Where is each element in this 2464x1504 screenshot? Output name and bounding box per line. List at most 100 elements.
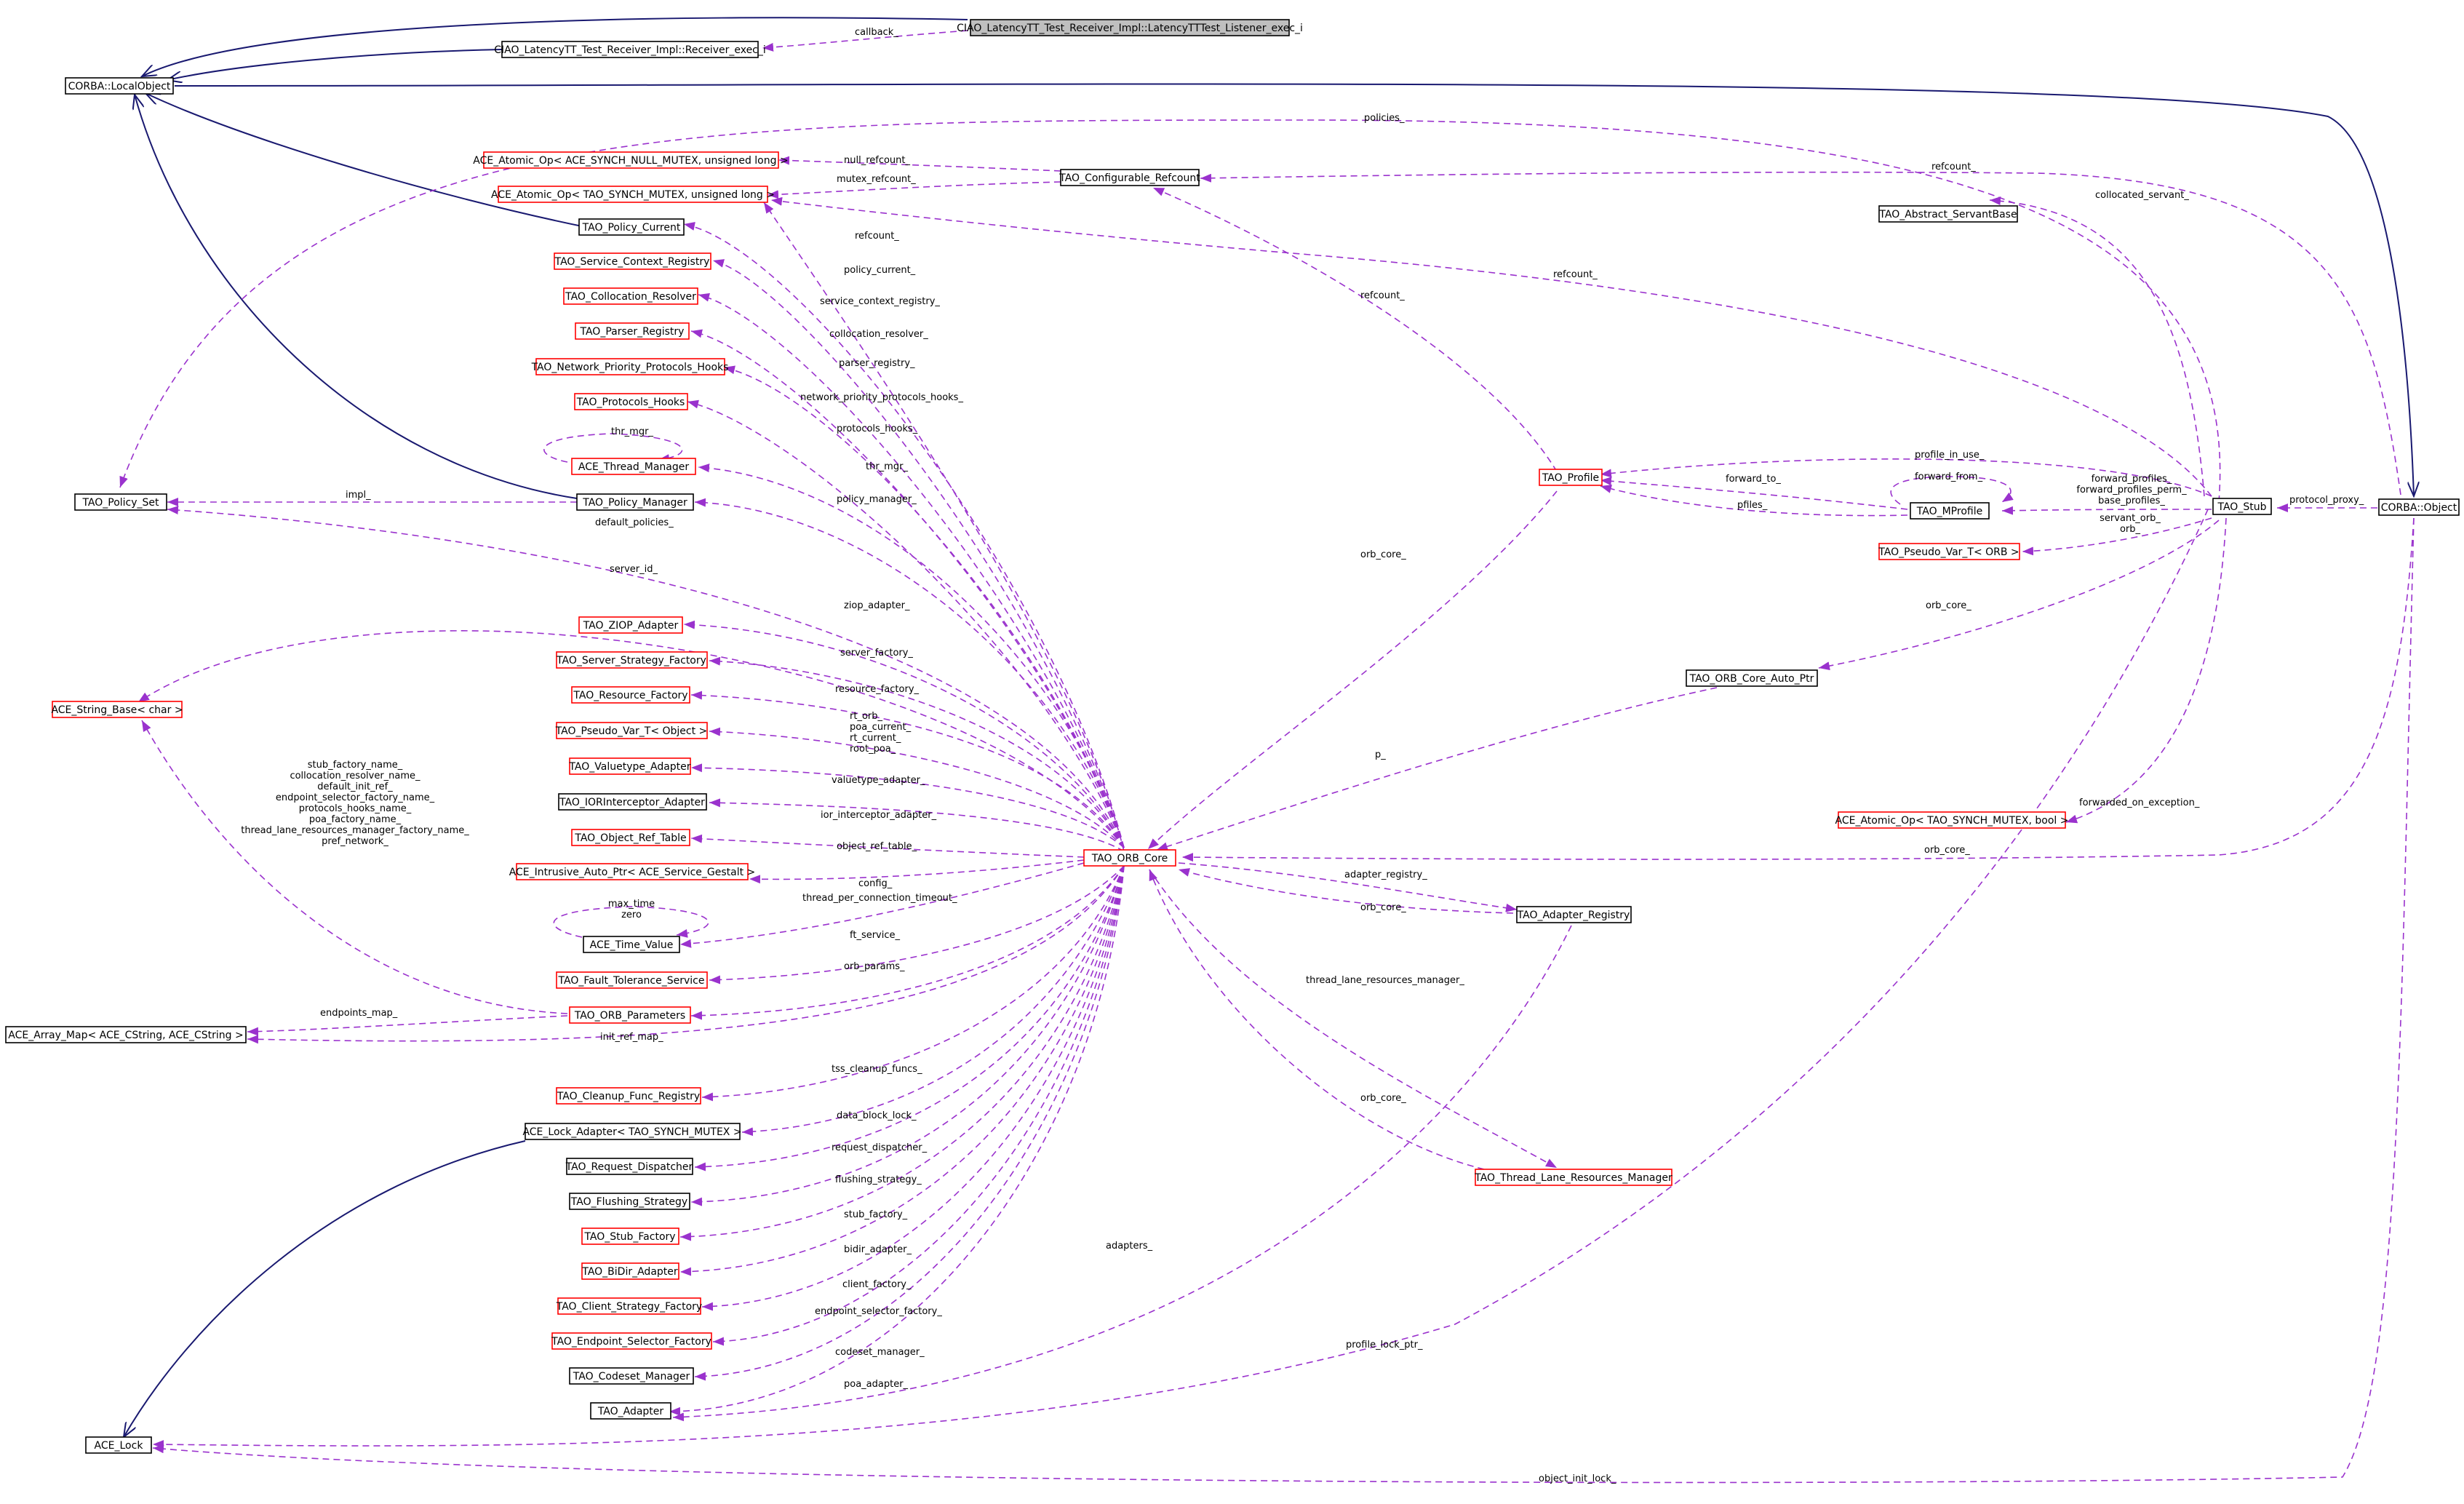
edge-stub-factory (679, 865, 1125, 1241)
label-profile-lock-ptr: profile_lock_ptr_ (1346, 1340, 1423, 1350)
label-data-block-lock: data_block_lock_ (837, 1110, 917, 1121)
svg-text:TAO_Client_Strategy_Factory: TAO_Client_Strategy_Factory (556, 1301, 702, 1313)
edge-receiver-to-localobject (167, 49, 503, 80)
node-atomic-null[interactable]: ACE_Atomic_Op< ACE_SYNCH_NULL_MUTEX, uns… (473, 151, 789, 169)
edge-collocated-servant (1989, 196, 2205, 497)
node-fault-tolerance[interactable]: TAO_Fault_Tolerance_Service (556, 971, 708, 989)
label-object-ref-table: object_ref_table_ (837, 841, 917, 852)
svg-text:ACE_Intrusive_Auto_Ptr< ACE_Se: ACE_Intrusive_Auto_Ptr< ACE_Service_Gest… (509, 867, 756, 878)
edge-ior-interceptor (709, 798, 1125, 852)
label-bidir-adapter: bidir_adapter_ (844, 1244, 912, 1255)
node-bidir-adapter[interactable]: TAO_BiDir_Adapter (581, 1262, 679, 1280)
node-array-map[interactable]: ACE_Array_Map< ACE_CString, ACE_CString … (5, 1026, 247, 1043)
edge-request-dispatcher (694, 865, 1125, 1171)
node-codeset-manager[interactable]: TAO_Codeset_Manager (569, 1367, 694, 1385)
node-configurable-refcount[interactable]: TAO_Configurable_Refcount (1058, 169, 1200, 186)
label-server-id: server_id_ (610, 564, 658, 575)
svg-text:CORBA::Object: CORBA::Object (2381, 502, 2457, 514)
node-orb-core[interactable]: TAO_ORB_Core (1083, 849, 1176, 867)
edge-ft-service (709, 865, 1125, 984)
svg-text:TAO_Adapter_Registry: TAO_Adapter_Registry (1517, 910, 1630, 921)
node-collocation-resolver[interactable]: TAO_Collocation_Resolver (563, 287, 698, 305)
svg-text:TAO_ORB_Core: TAO_ORB_Core (1091, 853, 1168, 864)
edge-refcount-object (1200, 171, 2401, 496)
edge-object-ref-table (690, 834, 1085, 858)
node-policy-current[interactable]: TAO_Policy_Current (578, 218, 685, 236)
label-orb-params: orb_params_ (844, 961, 905, 972)
node-atomic-tao[interactable]: ACE_Atomic_Op< TAO_SYNCH_MUTEX, unsigned… (491, 186, 775, 203)
node-corba-object[interactable]: CORBA::Object (2378, 498, 2460, 516)
svg-text:TAO_Profile: TAO_Profile (1542, 472, 1599, 484)
node-tao-mprofile[interactable]: TAO_MProfile (1910, 502, 1990, 520)
label-codeset-manager: codeset_manager_ (835, 1347, 925, 1358)
edge-resource-factory (690, 691, 1125, 848)
node-adapter-registry[interactable]: TAO_Adapter_Registry (1516, 906, 1632, 923)
label-refcount-stub: refcount_ (1553, 269, 1598, 280)
svg-text:CIAO_LatencyTT_Test_Receiver_I: CIAO_LatencyTT_Test_Receiver_Impl::Recei… (494, 44, 766, 56)
edge-refcount-profile (1152, 187, 1558, 472)
label-refcount-top: refcount_ (1931, 162, 1976, 172)
node-atomic-bool[interactable]: ACE_Atomic_Op< TAO_SYNCH_MUTEX, bool > (1835, 811, 2069, 829)
edge-bidir-adapter (679, 865, 1125, 1276)
edge-servant-orb (2022, 517, 2212, 556)
node-thread-manager[interactable]: ACE_Thread_Manager (571, 458, 696, 475)
node-network-priority[interactable]: TAO_Network_Priority_Protocols_Hooks (531, 358, 729, 375)
node-policy-manager[interactable]: TAO_Policy_Manager (576, 493, 694, 511)
node-orb-parameters[interactable]: TAO_ORB_Parameters (569, 1006, 691, 1024)
node-thread-lane-rm[interactable]: TAO_Thread_Lane_Resources_Manager (1474, 1169, 1672, 1186)
node-stub-factory[interactable]: TAO_Stub_Factory (581, 1228, 679, 1245)
node-ziop-adapter[interactable]: TAO_ZIOP_Adapter (578, 616, 683, 634)
node-corba-localobject[interactable]: CORBA::LocalObject (65, 77, 174, 95)
node-protocols-hooks[interactable]: TAO_Protocols_Hooks (574, 393, 688, 410)
label-callback: callback_ (855, 27, 898, 38)
svg-text:TAO_Server_Strategy_Factory: TAO_Server_Strategy_Factory (556, 655, 706, 667)
node-orb-core-auto-ptr[interactable]: TAO_ORB_Core_Auto_Ptr (1686, 669, 1818, 687)
edge-init-ref-map (247, 865, 1125, 1044)
label-thread-per-conn: thread_per_connection_timeout_ (802, 893, 957, 904)
label-null-refcount: null_refcount_ (844, 155, 911, 166)
node-abstract-servantbase[interactable]: TAO_Abstract_ServantBase (1878, 205, 2018, 223)
node-resource-factory[interactable]: TAO_Resource_Factory (571, 686, 690, 704)
node-endpoint-selector-factory[interactable]: TAO_Endpoint_Selector_Factory (551, 1332, 712, 1350)
node-service-context-registry[interactable]: TAO_Service_Context_Registry (554, 252, 711, 270)
node-valuetype-adapter[interactable]: TAO_Valuetype_Adapter (568, 757, 691, 775)
edge-object-init-lock (152, 517, 2415, 1484)
label-forwarded-on-exception: forwarded_on_exception_ (2079, 797, 2200, 808)
svg-text:TAO_Policy_Manager: TAO_Policy_Manager (582, 497, 687, 509)
node-ace-lock[interactable]: ACE_Lock (85, 1436, 152, 1454)
edge-refcount-stub (770, 196, 2212, 497)
node-tao-stub[interactable]: TAO_Stub (2212, 498, 2272, 515)
node-string-base[interactable]: ACE_String_Base< char > (51, 701, 183, 718)
edge-max-time-self (553, 906, 709, 938)
label-max-time-zero: max_time zero (608, 899, 655, 920)
node-intrusive-ptr[interactable]: ACE_Intrusive_Auto_Ptr< ACE_Service_Gest… (509, 863, 756, 880)
node-parser-registry[interactable]: TAO_Parser_Registry (575, 322, 690, 340)
node-pseudo-var-orb[interactable]: TAO_Pseudo_Var_T< ORB > (1878, 543, 2020, 560)
edge-orb-core-profile (1147, 490, 1558, 850)
node-cleanup-func[interactable]: TAO_Cleanup_Func_Registry (556, 1087, 701, 1105)
node-client-strategy-factory[interactable]: TAO_Client_Strategy_Factory (556, 1297, 702, 1315)
svg-text:TAO_Stub: TAO_Stub (2217, 501, 2267, 513)
node-time-value[interactable]: ACE_Time_Value (583, 936, 680, 953)
node-flushing-strategy[interactable]: TAO_Flushing_Strategy (569, 1193, 690, 1210)
node-object-ref-table[interactable]: TAO_Object_Ref_Table (571, 829, 690, 846)
label-valuetype-adapter: valuetype_adapter_ (832, 775, 925, 786)
node-receiver-exec[interactable]: CIAO_LatencyTT_Test_Receiver_Impl::Recei… (494, 41, 766, 58)
node-server-strategy-factory[interactable]: TAO_Server_Strategy_Factory (556, 651, 708, 669)
label-parser-registry: parser_registry_ (839, 358, 915, 369)
edge-adapter-registry (1178, 862, 1518, 912)
node-policy-set[interactable]: TAO_Policy_Set (74, 493, 167, 511)
node-pseudo-var-object[interactable]: TAO_Pseudo_Var_T< Object > (555, 722, 708, 739)
edge-null-refcount (778, 156, 1061, 172)
label-pseudo-object: rt_orb_ poa_current_ rt_current_ root_poa_ (850, 711, 912, 755)
node-tao-profile[interactable]: TAO_Profile (1539, 469, 1603, 486)
node-lock-adapter[interactable]: ACE_Lock_Adapter< TAO_SYNCH_MUTEX > (522, 1123, 742, 1140)
label-forward-to: forward_to_ (1726, 474, 1781, 485)
node-request-dispatcher[interactable]: TAO_Request_Dispatcher (565, 1158, 693, 1175)
edge-protocols-hooks (687, 399, 1125, 848)
node-ior-interceptor[interactable]: TAO_IORInterceptor_Adapter (558, 793, 707, 811)
svg-text:TAO_ORB_Core_Auto_Ptr: TAO_ORB_Core_Auto_Ptr (1689, 673, 1814, 685)
edge-thread-per-conn (679, 862, 1085, 948)
node-tao-adapter[interactable]: TAO_Adapter (590, 1402, 671, 1420)
node-listener-exec[interactable]: CIAO_LatencyTT_Test_Receiver_Impl::Laten… (957, 19, 1303, 36)
